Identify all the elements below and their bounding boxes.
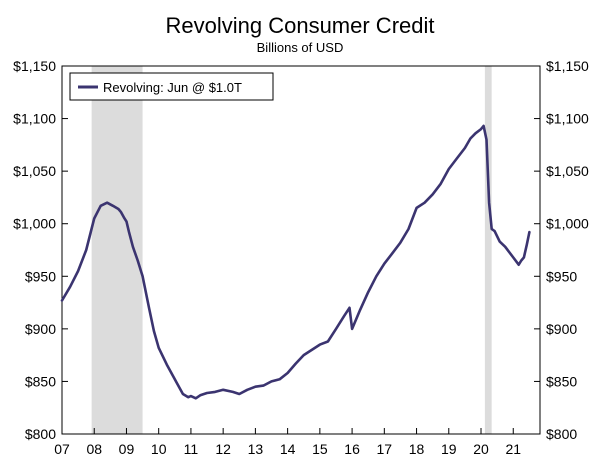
x-tick-label: 14 bbox=[280, 441, 296, 457]
plot-frame bbox=[61, 65, 541, 435]
x-tick-label: 20 bbox=[473, 441, 489, 457]
x-tick-label: 08 bbox=[86, 441, 102, 457]
y-tick-label-right: $1,100 bbox=[546, 111, 589, 127]
y-tick-label-left: $1,000 bbox=[13, 216, 56, 232]
x-tick-label: 18 bbox=[409, 441, 425, 457]
x-tick-label: 16 bbox=[344, 441, 360, 457]
x-tick-label: 21 bbox=[505, 441, 521, 457]
y-tick-label-right: $1,050 bbox=[546, 163, 589, 179]
y-tick-label-right: $900 bbox=[546, 321, 577, 337]
y-tick-label-left: $850 bbox=[25, 373, 56, 389]
y-tick-label-right: $1,000 bbox=[546, 216, 589, 232]
x-tick-label: 07 bbox=[54, 441, 70, 457]
y-tick-label-right: $800 bbox=[546, 426, 577, 442]
x-tick-label: 17 bbox=[377, 441, 393, 457]
legend-box bbox=[69, 72, 274, 101]
y-tick-label-left: $950 bbox=[25, 268, 56, 284]
y-tick-label-right: $1,150 bbox=[546, 58, 589, 74]
y-axis-right-labels: $800 $850 $900 $950 $1,000 $1,050 $1,100 $1,150 bbox=[546, 58, 589, 442]
chart-subtitle: Billions of USD bbox=[257, 40, 344, 55]
recession-band-1 bbox=[484, 66, 492, 434]
chart-title: Revolving Consumer Credit bbox=[166, 13, 435, 38]
legend-label: Revolving: Jun @ $1.0T bbox=[103, 80, 242, 95]
series-line-revolving bbox=[60, 124, 531, 400]
x-tick-label: 15 bbox=[312, 441, 328, 457]
y-tick-label-left: $1,050 bbox=[13, 163, 56, 179]
axis-ticks bbox=[61, 65, 540, 435]
x-tick-label: 19 bbox=[441, 441, 457, 457]
x-axis-labels: 07 08 09 10 11 12 13 14 15 16 17 18 19 20 21 bbox=[54, 441, 521, 457]
legend: Revolving: Jun @ $1.0T bbox=[69, 72, 274, 101]
x-tick-label: 11 bbox=[184, 441, 199, 457]
y-tick-label-left: $1,150 bbox=[13, 58, 56, 74]
y-tick-label-left: $900 bbox=[25, 321, 56, 337]
y-tick-label-right: $950 bbox=[546, 268, 577, 284]
recession-bands bbox=[91, 66, 492, 434]
x-tick-label: 13 bbox=[248, 441, 264, 457]
series-layer bbox=[60, 124, 531, 400]
x-tick-label: 12 bbox=[215, 441, 231, 457]
y-tick-label-left: $800 bbox=[25, 426, 56, 442]
y-tick-label-right: $850 bbox=[546, 373, 577, 389]
y-axis-left-labels: $800 $850 $900 $950 $1,000 $1,050 $1,100 $1,150 bbox=[13, 58, 56, 442]
x-tick-label: 10 bbox=[151, 441, 167, 457]
x-tick-label: 09 bbox=[119, 441, 135, 457]
y-tick-label-left: $1,100 bbox=[13, 111, 56, 127]
